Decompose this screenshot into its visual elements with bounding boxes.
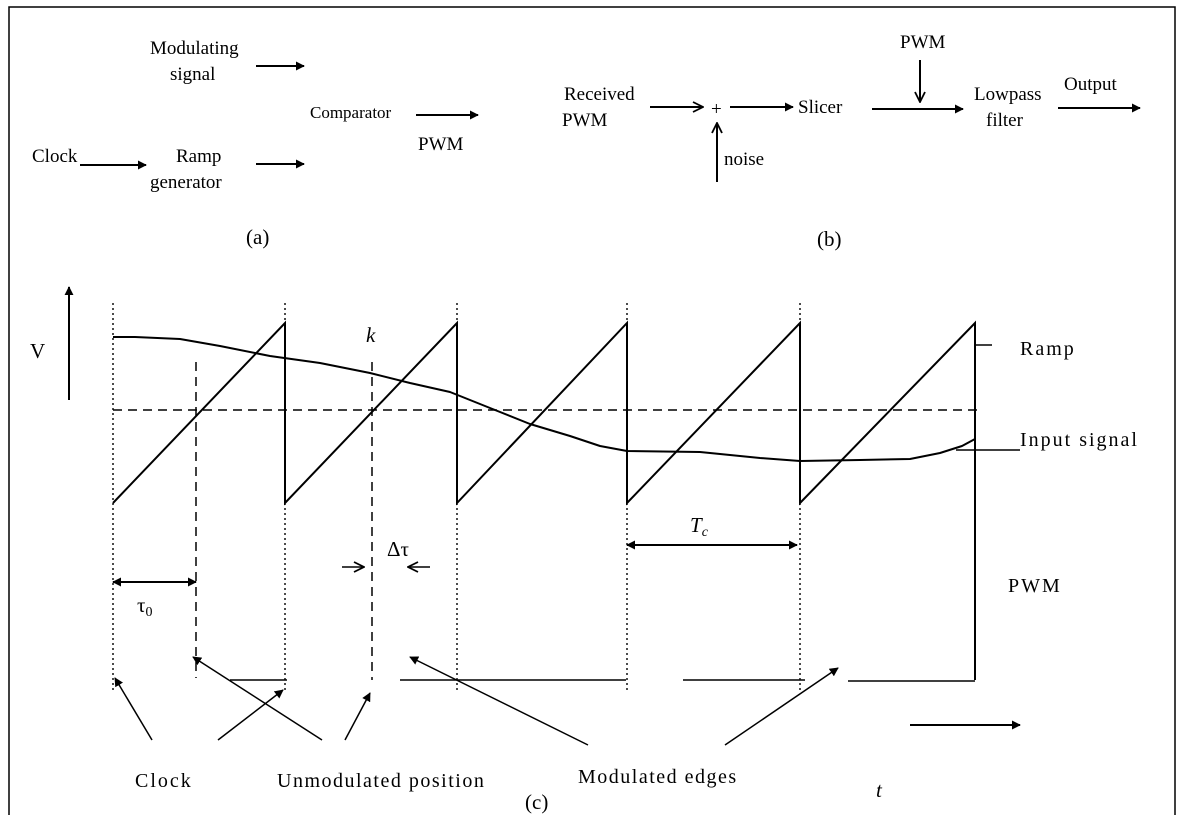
ramp-generator-label-line1: Ramp bbox=[176, 146, 221, 167]
summer-plus: + bbox=[711, 99, 722, 120]
t-axis-label: t bbox=[876, 778, 883, 802]
slicer-label: Slicer bbox=[798, 97, 843, 118]
tc-label: Tc bbox=[690, 513, 709, 540]
modulating-signal-label-line1: Modulating bbox=[150, 38, 239, 59]
caption-a: (a) bbox=[246, 225, 269, 249]
caption-b: (b) bbox=[817, 227, 842, 251]
input-signal-label: Input signal bbox=[1020, 429, 1139, 451]
modulating-signal-label-line2: signal bbox=[170, 64, 215, 85]
v-axis-label: V bbox=[30, 339, 45, 363]
pwm-output-label-a: PWM bbox=[418, 134, 464, 155]
unmodulated-pointer-1 bbox=[192, 656, 323, 741]
modulated-edge-pointer-1 bbox=[409, 656, 589, 746]
lowpass-filter-label-line1: Lowpass bbox=[974, 84, 1042, 105]
diagram-b: Received PWM + noise Slicer PWM Lowpass … bbox=[562, 32, 1141, 251]
unmodulated-position-label: Unmodulated position bbox=[277, 770, 485, 792]
noise-label: noise bbox=[724, 149, 764, 170]
pwm-label-c: PWM bbox=[1008, 575, 1062, 597]
pwm-reference-label-b: PWM bbox=[900, 32, 946, 53]
unmodulated-pointer-2 bbox=[344, 692, 371, 741]
caption-c: (c) bbox=[525, 790, 548, 814]
clock-pointer-1 bbox=[114, 677, 153, 741]
modulated-edge-pointer-2 bbox=[724, 667, 839, 746]
figure-frame bbox=[8, 6, 1176, 815]
ramp-generator-label-line2: generator bbox=[150, 172, 222, 193]
clock-pointer-2 bbox=[217, 689, 284, 741]
received-pwm-label-line1: Received bbox=[564, 84, 635, 105]
modulated-edges-label: Modulated edges bbox=[578, 766, 738, 788]
k-label: k bbox=[366, 323, 376, 347]
clock-label-c: Clock bbox=[135, 770, 193, 792]
comparator-label: Comparator bbox=[310, 103, 392, 122]
input-signal-waveform bbox=[113, 336, 976, 462]
clock-label: Clock bbox=[32, 146, 78, 167]
delta-tau-label: Δτ bbox=[387, 537, 409, 561]
received-pwm-label-line2: PWM bbox=[562, 110, 608, 131]
diagram-a: Modulating signal Clock Ramp generator C… bbox=[32, 38, 479, 249]
lowpass-filter-label-line2: filter bbox=[986, 110, 1024, 131]
ramp-waveform bbox=[112, 320, 976, 680]
output-label: Output bbox=[1064, 74, 1118, 95]
tau0-label: τ0 bbox=[137, 593, 152, 620]
ramp-label: Ramp bbox=[1020, 338, 1076, 360]
diagram-c: V Ramp Input signal k PWM τ0 bbox=[30, 286, 1139, 814]
